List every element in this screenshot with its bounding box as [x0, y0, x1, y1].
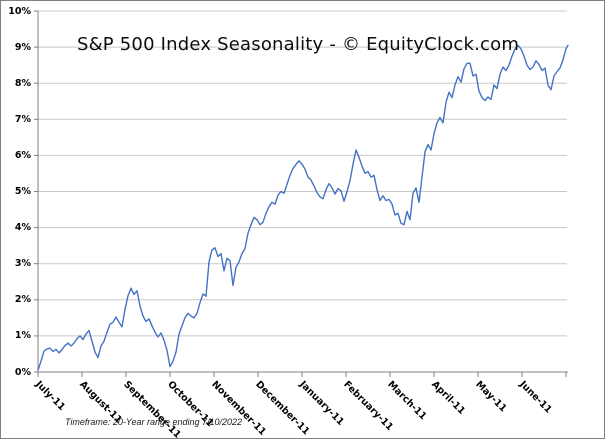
y-axis-tick-label: 2%	[14, 294, 31, 306]
y-axis-tick-label: 8%	[14, 77, 31, 89]
chart-title: S&P 500 Index Seasonality - © EquityCloc…	[76, 34, 520, 55]
y-axis-tick-label: 7%	[14, 113, 31, 125]
timeframe-note: Timeframe: 20-Year range ending 7/10/202…	[65, 417, 243, 427]
y-axis-tick-label: 1%	[14, 330, 31, 342]
y-axis-tick-label: 0%	[14, 366, 31, 378]
y-axis-tick-label: 6%	[14, 149, 31, 161]
y-axis-tick-label: 10%	[8, 5, 31, 17]
y-axis-tick-label: 9%	[14, 41, 31, 53]
y-axis-tick-label: 4%	[14, 222, 31, 234]
y-axis-tick-label: 5%	[14, 186, 31, 197]
seasonality-line	[37, 44, 569, 371]
y-axis-tick-label: 3%	[14, 258, 31, 270]
